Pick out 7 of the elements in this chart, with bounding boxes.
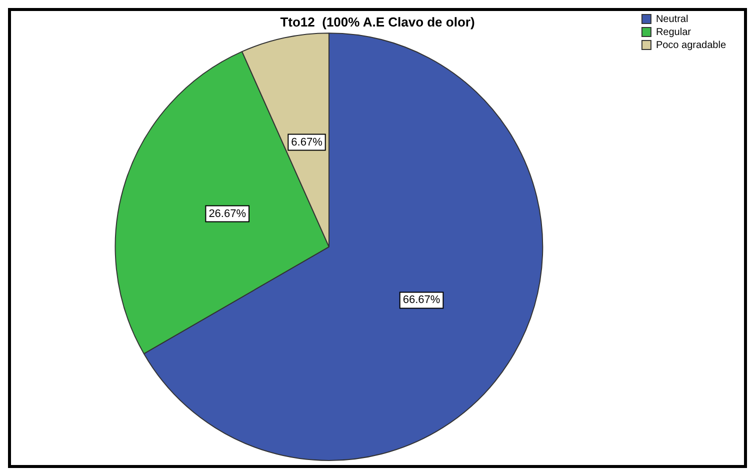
data-label: 6.67%	[291, 136, 323, 148]
data-label: 66.67%	[402, 294, 440, 306]
chart-title: Tto12 (100% A.E Clavo de olor)	[280, 14, 475, 30]
legend-label: Poco agradable	[656, 40, 726, 51]
legend-label: Neutral	[656, 14, 688, 25]
data-label: 26.67%	[208, 208, 246, 220]
legend-label: Regular	[656, 26, 692, 38]
